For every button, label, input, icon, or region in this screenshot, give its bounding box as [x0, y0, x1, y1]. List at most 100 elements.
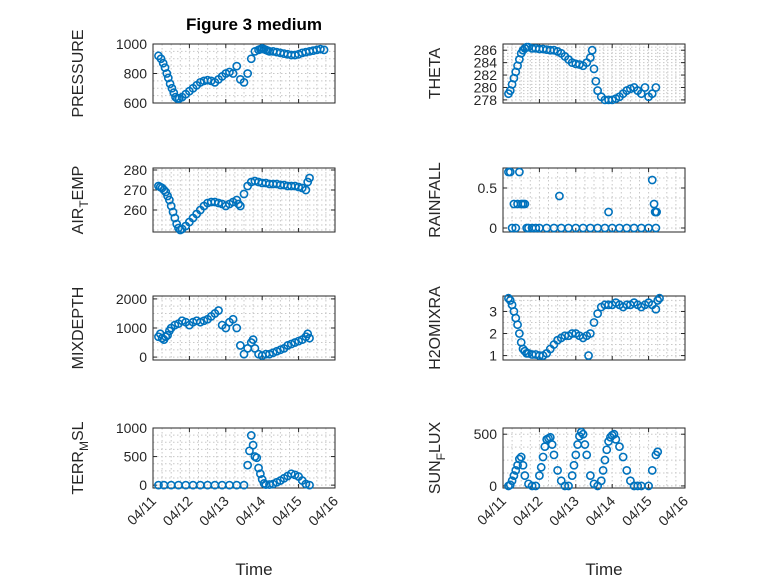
- subplot-sun: 0 500 04/11 04/12 04/13 04/14 04/15 04/16 SUNFLU…: [427, 422, 691, 579]
- y-axis-label: THETA: [427, 48, 444, 100]
- data-point: [573, 440, 583, 449]
- subplot-pressure: 600 800 1000 PRESSURE: [70, 29, 336, 118]
- data-point: [255, 469, 265, 479]
- y-axis-label-main: RAINFALL: [427, 162, 444, 238]
- data-point: [549, 450, 559, 460]
- data-point: [653, 447, 663, 457]
- x-tick-label: 04/11: [124, 493, 160, 529]
- data-point: [589, 318, 599, 327]
- data-point: [294, 182, 303, 192]
- data-point: [513, 320, 522, 330]
- y-axis-label-subscript: M: [77, 441, 91, 451]
- x-axis-label: Time: [585, 560, 622, 579]
- data-point: [593, 86, 603, 95]
- y-tick-label: 800: [124, 66, 148, 82]
- data-point: [591, 76, 601, 86]
- data-point: [248, 440, 258, 450]
- data-point: [509, 471, 519, 480]
- y-axis-label-main: PRESSURE: [70, 29, 87, 117]
- data-point: [316, 44, 325, 54]
- data-point: [589, 64, 599, 74]
- data-point: [651, 83, 661, 92]
- data-point: [640, 83, 650, 92]
- data-point: [511, 223, 521, 233]
- x-tick-label: 04/14: [582, 493, 618, 529]
- data-point: [644, 481, 653, 491]
- y-tick-label: 1000: [116, 36, 147, 52]
- data-point: [538, 452, 548, 462]
- y-axis-label-main: THETA: [427, 48, 444, 100]
- data-point: [555, 191, 564, 201]
- data-point: [243, 69, 253, 78]
- data-point: [514, 329, 524, 338]
- y-axis-label: SUNFLUX: [427, 422, 448, 495]
- y-axis-label-rest: SL: [70, 421, 87, 441]
- y-axis-label: AIRTEMP: [70, 166, 91, 235]
- data-point: [615, 442, 624, 452]
- data-point: [647, 89, 657, 99]
- data-point: [235, 201, 245, 211]
- data-point: [305, 480, 314, 490]
- data-point: [520, 471, 530, 480]
- y-tick-label: 0: [489, 220, 497, 236]
- data-point: [214, 306, 223, 315]
- data-point: [214, 198, 223, 208]
- data-point: [647, 466, 657, 475]
- y-axis-label: RAINFALL: [427, 162, 444, 238]
- data-point: [165, 79, 175, 89]
- y-tick-label: 278: [474, 92, 498, 108]
- data-point: [580, 440, 590, 449]
- data-point: [584, 351, 593, 360]
- data-point: [585, 471, 595, 480]
- y-tick-label: 0: [489, 478, 497, 494]
- data-point: [531, 223, 541, 233]
- data-point: [154, 480, 163, 490]
- data-point: [160, 63, 170, 72]
- subplot-h2omixra: 1 2 3 H2OMIXRA: [427, 286, 686, 370]
- data-point: [243, 460, 253, 470]
- data-point: [254, 463, 263, 473]
- data-point: [535, 471, 544, 480]
- subplot-mixdepth: 0 1000 2000 MIXDEPTH: [70, 287, 336, 370]
- subplot-air: 260 270 280 AIRTEMP: [70, 162, 336, 235]
- axes-box: [502, 43, 686, 104]
- data-point: [167, 83, 177, 93]
- data-point: [602, 445, 612, 455]
- y-tick-label: 500: [124, 449, 148, 465]
- data-point: [598, 466, 608, 475]
- x-tick-label: 04/13: [196, 493, 232, 529]
- data-point: [248, 335, 258, 345]
- x-tick-label: 04/11: [474, 493, 510, 529]
- x-axis-label: Time: [235, 560, 272, 579]
- subplot-rainfall: 0 0.5 RAINFALL: [427, 162, 686, 238]
- data-point: [246, 54, 256, 64]
- data-point: [536, 462, 546, 472]
- data-point: [158, 58, 168, 68]
- data-point: [239, 77, 249, 87]
- y-tick-label: 1000: [116, 420, 147, 436]
- data-point: [655, 293, 664, 303]
- data-point: [507, 223, 517, 233]
- y-axis-label-main: MIXDEPTH: [70, 287, 87, 370]
- y-axis-label-main: SUN: [427, 460, 444, 494]
- data-point: [239, 480, 249, 490]
- y-axis-label-rest: EMP: [70, 166, 87, 201]
- y-axis-label-subscript: F: [434, 453, 448, 460]
- data-point: [604, 207, 613, 217]
- data-point: [576, 427, 586, 437]
- data-point: [514, 167, 524, 177]
- data-point: [239, 189, 249, 199]
- data-point: [228, 69, 238, 78]
- y-axis-label-main: H2OMIXRA: [427, 286, 444, 370]
- y-tick-label: 286: [474, 42, 498, 58]
- data-point: [305, 173, 314, 183]
- y-tick-label: 0: [139, 477, 147, 493]
- y-axis-label: TERRMSL: [70, 421, 91, 494]
- y-axis-label-rest: LUX: [427, 422, 444, 453]
- data-point: [649, 199, 659, 209]
- y-axis-label: MIXDEPTH: [70, 287, 87, 370]
- x-tick-label: 04/16: [305, 493, 341, 529]
- data-point: [618, 452, 628, 462]
